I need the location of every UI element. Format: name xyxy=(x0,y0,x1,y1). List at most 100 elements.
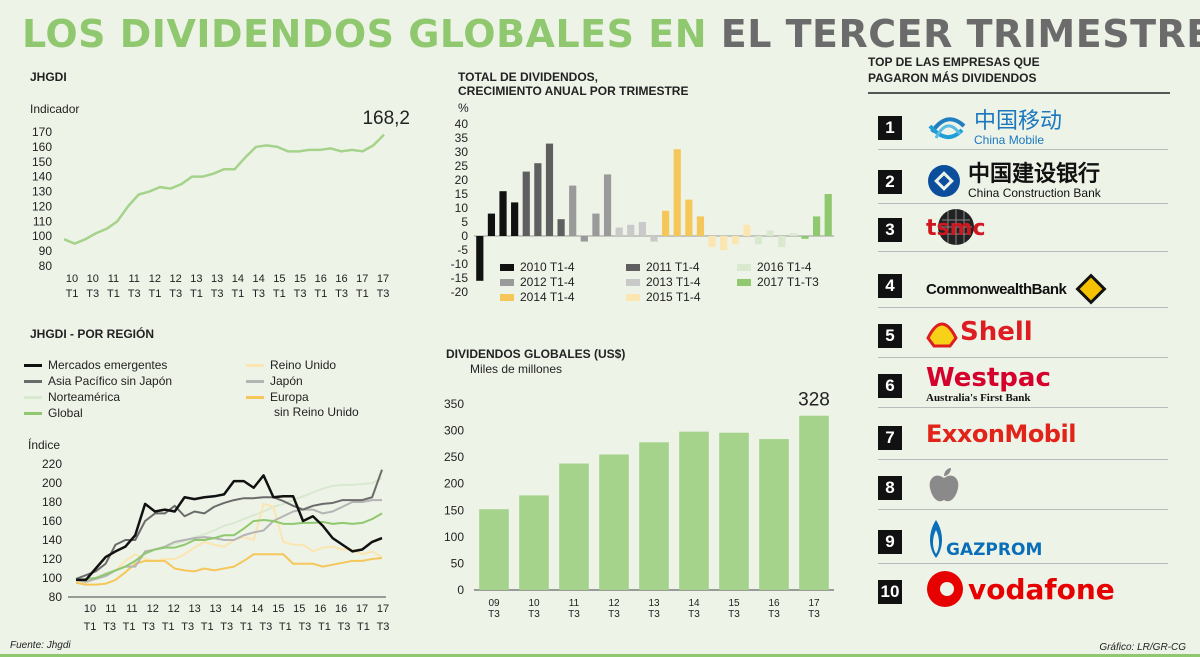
growth-bar xyxy=(615,227,623,236)
company-row-5: 5 Shell xyxy=(878,312,1168,358)
region-xtick-year: 15 xyxy=(272,603,284,615)
jhgdi-xtick-quarter: T1 xyxy=(356,288,369,300)
legend-europa-line2: sin Reino Unido xyxy=(274,405,359,419)
jhgdi-xtick-year: 15 xyxy=(273,273,285,285)
footer-credit: Gráfico: LR/GR-CG xyxy=(1099,642,1186,653)
global-xtick-year: 13 xyxy=(648,598,660,609)
global-annotation: 328 xyxy=(798,390,830,411)
region-ytick: 180 xyxy=(42,495,62,509)
region-ytick: 80 xyxy=(49,590,63,604)
region-xtick-year: 12 xyxy=(147,603,159,615)
company-name-2: 中国建设银行 xyxy=(968,161,1101,186)
jhgdi-xtick-year: 11 xyxy=(108,273,119,285)
legend-2010: 2010 T1-4 xyxy=(500,260,575,274)
global-ytick: 200 xyxy=(444,477,464,491)
legend-mercados: Mercados emergentes xyxy=(24,358,167,372)
global-bar xyxy=(479,509,509,590)
company-name-4: CommonwealthBank xyxy=(926,280,1067,298)
growth-ytick: 25 xyxy=(455,159,469,173)
region-xtick-quarter: T1 xyxy=(162,621,175,633)
legend-europa: Europa xyxy=(246,390,309,404)
growth-bar xyxy=(754,236,763,245)
growth-ytick: 5 xyxy=(461,215,468,229)
global-xtick-year: 14 xyxy=(688,598,700,609)
jhgdi-xtick-quarter: T1 xyxy=(273,288,286,300)
global-xtick-quarter: T3 xyxy=(768,609,780,620)
jhgdi-xtick-year: 16 xyxy=(315,273,327,285)
china-mobile-logo-icon xyxy=(928,117,966,139)
jhgdi-xtick-year: 14 xyxy=(252,273,264,285)
global-bar xyxy=(599,454,629,590)
jhgdi-xtick-year: 17 xyxy=(377,273,389,285)
jhgdi-xtick-quarter: T3 xyxy=(86,288,99,300)
growth-bar xyxy=(511,202,519,236)
growth-bar xyxy=(545,143,554,236)
global-ytick: 350 xyxy=(444,397,464,411)
jhgdi-xtick-year: 13 xyxy=(190,273,202,285)
company-sub-6: Australia's First Bank xyxy=(926,392,1031,404)
region-xtick-year: 13 xyxy=(189,603,201,615)
company-row-1: 1 中国移动 China Mobile xyxy=(878,104,1168,150)
headline: LOS DIVIDENDOS GLOBALES EN EL TERCER TRI… xyxy=(22,12,1200,56)
growth-bar xyxy=(603,174,612,236)
global-bar xyxy=(719,432,749,590)
region-ytick: 100 xyxy=(42,571,62,585)
global-title: DIVIDENDOS GLOBALES (US$) xyxy=(446,347,626,361)
jhgdi-annotation: 168,2 xyxy=(362,108,410,129)
region-xtick-quarter: T3 xyxy=(103,621,116,633)
region-xtick-quarter: T1 xyxy=(318,621,331,633)
region-ytick: 140 xyxy=(42,533,62,547)
region-series-line xyxy=(76,474,383,582)
growth-bar xyxy=(731,236,739,245)
jhgdi-xtick-year: 16 xyxy=(335,273,347,285)
apple-logo-icon xyxy=(929,468,959,502)
global-bar xyxy=(639,442,669,590)
jhgdi-ytick: 160 xyxy=(32,140,52,154)
growth-bar xyxy=(720,236,728,250)
global-xtick-quarter: T3 xyxy=(688,609,700,620)
region-xtick-quarter: T1 xyxy=(123,621,136,633)
jhgdi-xtick-quarter: T3 xyxy=(128,288,141,300)
region-xtick-quarter: T3 xyxy=(142,621,155,633)
company-name-5: Shell xyxy=(960,317,1033,347)
region-xtick-quarter: T1 xyxy=(357,621,370,633)
region-ytick: 160 xyxy=(42,514,62,528)
shell-pecten-icon xyxy=(926,322,958,348)
jhgdi-xtick-quarter: T1 xyxy=(66,288,79,300)
jhgdi-xtick-year: 10 xyxy=(66,273,78,285)
global-xtick-year: 12 xyxy=(608,598,620,609)
rank-6: 6 xyxy=(878,374,902,398)
global-bar xyxy=(759,439,789,590)
growth-bar xyxy=(557,219,565,236)
jhgdi-xtick-year: 10 xyxy=(87,273,99,285)
legend-reino-unido: Reino Unido xyxy=(246,358,336,372)
jhgdi-ytick: 130 xyxy=(32,185,52,199)
global-bar xyxy=(559,463,589,590)
headline-part1: LOS DIVIDENDOS GLOBALES EN xyxy=(22,12,707,56)
growth-ytick: 30 xyxy=(455,145,469,159)
global-ytick: 50 xyxy=(451,556,465,570)
legend-norteamerica: Norteamérica xyxy=(24,390,120,404)
company-sub-1: China Mobile xyxy=(974,133,1045,147)
region-xtick-quarter: T3 xyxy=(220,621,233,633)
growth-bar xyxy=(638,222,646,236)
commbank-diamond-icon xyxy=(1075,273,1107,305)
legend-2017: 2017 T1-T3 xyxy=(737,275,819,289)
growth-ytick: -15 xyxy=(451,271,469,285)
global-xtick-quarter: T3 xyxy=(568,609,580,620)
growth-bar xyxy=(650,236,658,242)
growth-title2: CRECIMIENTO ANUAL POR TRIMESTRE xyxy=(458,84,689,98)
growth-title: TOTAL DE DIVIDENDOS, xyxy=(458,70,599,84)
region-xtick-year: 12 xyxy=(168,603,180,615)
company-name-3: tsmc xyxy=(926,216,986,241)
growth-bar xyxy=(534,163,542,236)
growth-bar xyxy=(696,216,705,236)
region-xtick-year: 14 xyxy=(230,603,242,615)
rank-1: 1 xyxy=(878,116,902,140)
growth-ytick: 10 xyxy=(455,201,469,215)
region-xtick-year: 14 xyxy=(251,603,263,615)
legend-japon: Japón xyxy=(246,374,303,388)
region-xtick-quarter: T3 xyxy=(338,621,351,633)
global-ytick: 150 xyxy=(444,503,464,517)
growth-bar xyxy=(476,236,484,281)
